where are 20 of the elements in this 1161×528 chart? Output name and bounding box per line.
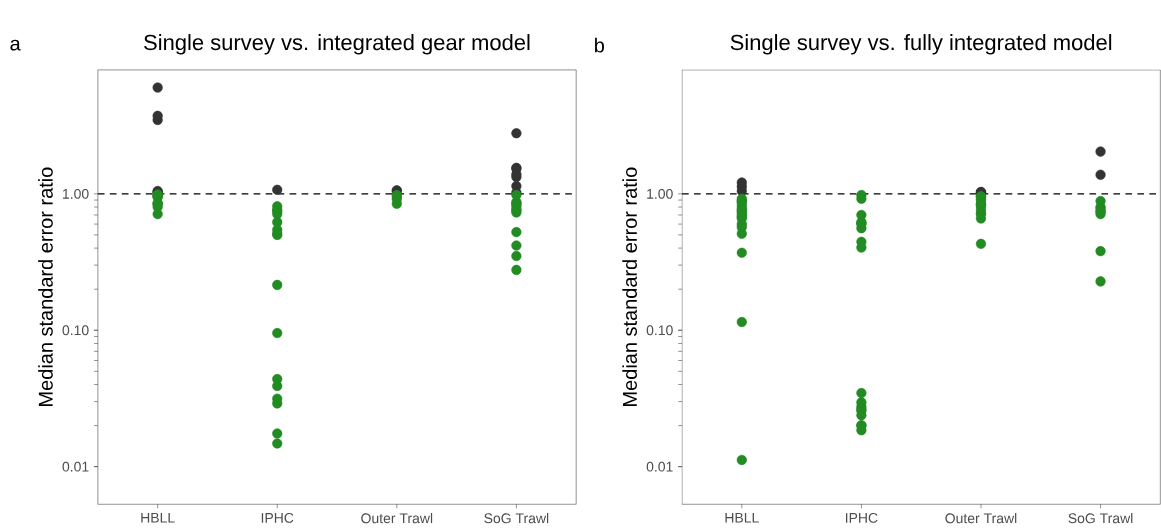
- x-tick-label: HBLL: [141, 512, 175, 523]
- y-tick-label: 0.01: [62, 461, 89, 472]
- y-tick-label: 0.10: [62, 325, 89, 336]
- y-axis-title: Median standard error ratio: [622, 167, 637, 406]
- x-tick-label: SoG Trawl: [484, 512, 549, 524]
- y-tick-label: 0.10: [646, 325, 673, 336]
- x-tick-label: Outer Trawl: [361, 512, 433, 524]
- text: b: [595, 37, 604, 53]
- x-tick-label: IPHC: [845, 512, 878, 523]
- x-tick-label: Outer Trawl: [945, 512, 1017, 524]
- y-tick-label: 1.00: [647, 188, 673, 199]
- y-axis-title: Median standard error ratio: [38, 167, 53, 406]
- y-tick-label: 1.00: [63, 188, 89, 199]
- x-tick-label: SoG Trawl: [1068, 512, 1133, 524]
- chart-title: Single survey vs. fully integrated model: [730, 33, 1112, 55]
- x-tick-label: HBLL: [725, 512, 759, 523]
- text: a: [10, 39, 21, 51]
- y-tick-label: 0.01: [646, 461, 673, 472]
- chart-title: Single survey vs. integrated gear model: [144, 33, 530, 55]
- x-tick-label: IPHC: [261, 512, 294, 523]
